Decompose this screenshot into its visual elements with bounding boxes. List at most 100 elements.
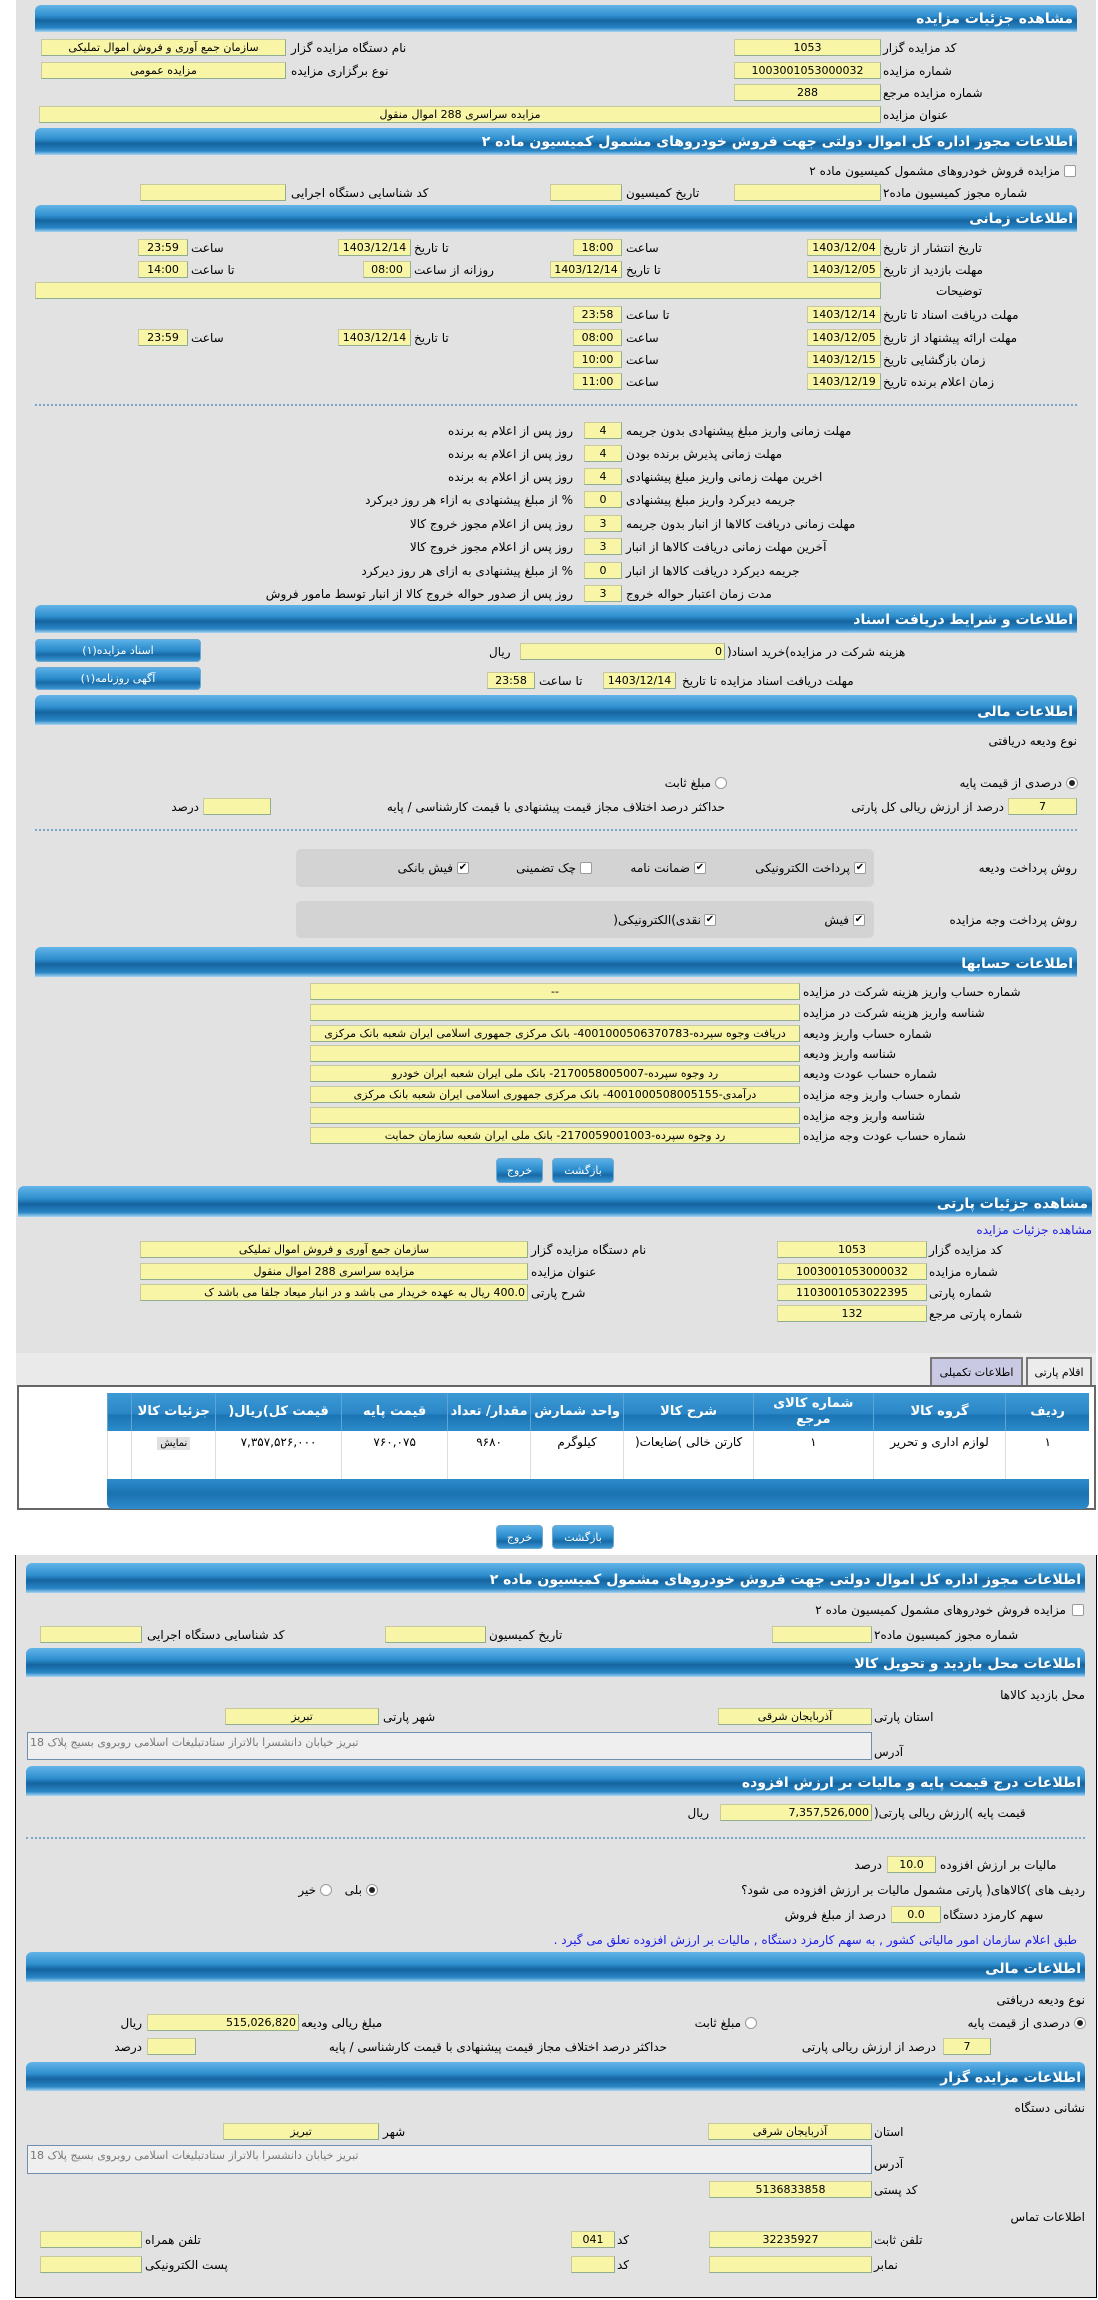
timing-publish-to-field[interactable]: 1403/12/14 xyxy=(338,239,411,256)
exec-code-field[interactable] xyxy=(40,1626,142,1643)
deadlines-2-value-field[interactable]: 4 xyxy=(584,468,622,485)
timing-docs-time-field[interactable]: 23:58 xyxy=(573,306,622,323)
permit-no-field[interactable] xyxy=(734,184,881,201)
back-button[interactable]: بازگشت xyxy=(552,1158,614,1183)
commission-date-field[interactable] xyxy=(550,184,622,201)
timing-offer-to-time-field[interactable]: 23:59 xyxy=(138,329,188,346)
visit-location-address-textarea[interactable]: تبریز خیابان دانشسرا بالاتراز ستادتبلیغا… xyxy=(27,1732,872,1760)
lot-lot-desc-field[interactable]: 400.0 ریال به عهده خریدار می باشد و در ا… xyxy=(140,1284,528,1301)
accounts-rows-5-value-field[interactable]: درآمدی-4001000508005155- بانک مرکزی جمهو… xyxy=(310,1086,800,1103)
deadlines-4-value-field[interactable]: 3 xyxy=(584,515,622,532)
documents-fee-field[interactable]: 0 xyxy=(520,643,725,660)
auction-details-code-field[interactable]: 1053 xyxy=(734,39,881,56)
fixed-amount-radio[interactable] xyxy=(745,2017,757,2029)
auction-details-number-field[interactable]: 1003001053000032 xyxy=(777,1263,927,1280)
pricing-vat-field[interactable]: 10.0 xyxy=(887,1856,936,1873)
auction-details-org-field[interactable]: سازمان جمع آوری و فروش اموال تملیکی xyxy=(41,39,286,56)
auction-details-type-field[interactable]: مزایده عمومی xyxy=(41,62,286,79)
tab-supplementary-info[interactable]: اطلاعات تکمیلی xyxy=(930,1357,1023,1385)
timing-docs-date-field[interactable]: 1403/12/14 xyxy=(807,306,881,323)
accounts-rows-7-value-field[interactable]: رد وجوه سپرده-2170059001003- بانک ملی ای… xyxy=(310,1127,800,1144)
mobile-field[interactable] xyxy=(40,2231,142,2248)
timing-offer-from-field[interactable]: 1403/12/05 xyxy=(807,329,881,346)
documents-deadline-time-field[interactable]: 23:58 xyxy=(487,672,535,689)
lot-lot-ref-field[interactable]: 132 xyxy=(777,1305,927,1322)
deadlines-0-value-field[interactable]: 4 xyxy=(584,422,622,439)
financial2-amount-field[interactable]: 515,026,820 xyxy=(147,2014,299,2031)
timing-visit-from-field[interactable]: 1403/12/05 xyxy=(807,261,881,278)
auction-documents-button[interactable]: اسناد مزایده(۱) xyxy=(35,639,201,662)
show-details-button[interactable]: نمایش xyxy=(157,1437,191,1450)
fixed-amount-radio[interactable] xyxy=(715,777,727,789)
deposit-method-checkbox[interactable] xyxy=(580,862,592,874)
newspaper-ad-button[interactable]: آگهی روزنامه(۱) xyxy=(35,667,201,690)
fax-field[interactable] xyxy=(709,2256,872,2273)
auctioneer-phone-code-field[interactable]: 041 xyxy=(571,2231,615,2248)
deposit-method-checkbox[interactable]: ✔ xyxy=(694,862,706,874)
financial-max-diff-value-field[interactable] xyxy=(203,798,271,815)
visit-location-province-field[interactable]: آذربایجان شرقی xyxy=(718,1708,872,1725)
auction-details-subject-field[interactable]: مزایده سراسری 288 اموال منقول xyxy=(39,106,881,123)
deadlines-5-value-field[interactable]: 3 xyxy=(584,538,622,555)
deadlines-7-value-field[interactable]: 3 xyxy=(584,585,622,602)
deadlines-6-value-field[interactable]: 0 xyxy=(584,562,622,579)
permit-no-field[interactable] xyxy=(772,1626,872,1643)
accounts-rows-3-value-field[interactable] xyxy=(310,1045,800,1062)
visit-location-city-field[interactable]: تبریز xyxy=(225,1708,379,1725)
exit-button[interactable]: خروج xyxy=(496,1158,543,1183)
accounts-rows-6-value-field[interactable] xyxy=(310,1107,800,1124)
max-diff-field[interactable] xyxy=(147,2038,196,2055)
accounts-rows-4-value-field[interactable]: رد وجوه سپرده-2170058005007- بانک ملی ای… xyxy=(310,1065,800,1082)
accounts-rows-2-value-field[interactable]: دریافت وجوه سپرده-4001000506370783- بانک… xyxy=(310,1025,800,1042)
timing-offer-to-field[interactable]: 1403/12/14 xyxy=(338,329,411,346)
commission-checkbox[interactable] xyxy=(1072,1604,1084,1616)
timing-opening-date-field[interactable]: 1403/12/15 xyxy=(807,351,881,368)
timing-winner-time-field[interactable]: 11:00 xyxy=(573,373,622,390)
commission-date-field[interactable] xyxy=(385,1626,486,1643)
documents-deadline-date-field[interactable]: 1403/12/14 xyxy=(603,672,676,689)
timing-winner-date-field[interactable]: 1403/12/19 xyxy=(807,373,881,390)
auctioneer-fax-code-field[interactable] xyxy=(571,2256,615,2273)
pricing-fee-field[interactable]: 0.0 xyxy=(891,1906,941,1923)
percent-radio[interactable] xyxy=(1066,777,1078,789)
timing-offer-time-field[interactable]: 08:00 xyxy=(573,329,622,346)
pricing-base-field[interactable]: 7,357,526,000 xyxy=(720,1804,872,1821)
timing-publish-time-field[interactable]: 18:00 xyxy=(573,239,622,256)
auction-details-org-field[interactable]: سازمان جمع آوری و فروش اموال تملیکی xyxy=(140,1241,528,1258)
timing-opening-time-field[interactable]: 10:00 xyxy=(573,351,622,368)
auction-details-number-field[interactable]: 1003001053000032 xyxy=(734,62,881,79)
exec-code-field[interactable] xyxy=(140,184,286,201)
timing-publish-to-time-field[interactable]: 23:59 xyxy=(138,239,188,256)
exit-button[interactable]: خروج xyxy=(496,1525,543,1549)
email-field[interactable] xyxy=(40,2256,142,2273)
auctioneer-address-textarea[interactable]: تبریز خیابان دانشسرا بالاتراز ستادتبلیغا… xyxy=(27,2145,872,2174)
payment-method-checkbox[interactable]: ✔ xyxy=(853,914,865,926)
financial-percent-value-field[interactable]: 7 xyxy=(1008,798,1077,815)
deadlines-3-value-field[interactable]: 0 xyxy=(584,491,622,508)
commission-checkbox[interactable] xyxy=(1064,165,1076,177)
deposit-method-checkbox[interactable]: ✔ xyxy=(457,862,469,874)
auctioneer-city-field[interactable]: تبریز xyxy=(223,2123,379,2140)
timing-visit-to-time-field[interactable]: 14:00 xyxy=(138,261,188,278)
notes-field[interactable] xyxy=(35,282,881,299)
timing-visit-daily-from-field[interactable]: 08:00 xyxy=(363,261,411,278)
auction-details-subject-field[interactable]: مزایده سراسری 288 اموال منقول xyxy=(140,1263,528,1280)
back-button[interactable]: بازگشت xyxy=(552,1525,614,1549)
lot-lot-no-field[interactable]: 1103001053022395 xyxy=(777,1284,927,1301)
tab-lot-items[interactable]: اقلام پارتی xyxy=(1026,1357,1092,1385)
accounts-rows-0-value-field[interactable]: -- xyxy=(310,983,800,1000)
deadlines-1-value-field[interactable]: 4 xyxy=(584,445,622,462)
payment-method-checkbox[interactable]: ✔ xyxy=(704,914,716,926)
auctioneer-phone-field[interactable]: 32235927 xyxy=(709,2231,872,2248)
vat-yes-radio[interactable] xyxy=(366,1884,378,1896)
lot-link[interactable]: مشاهده جزئیات مزایده xyxy=(976,1223,1092,1237)
auction-details-ref-field[interactable]: 288 xyxy=(734,84,881,101)
accounts-rows-1-value-field[interactable] xyxy=(310,1004,800,1021)
auctioneer-province-field[interactable]: آذربایجان شرقی xyxy=(708,2123,872,2140)
auction-details-code-field[interactable]: 1053 xyxy=(777,1241,927,1258)
timing-publish-from-field[interactable]: 1403/12/04 xyxy=(807,239,881,256)
auctioneer-postal-field[interactable]: 5136833858 xyxy=(709,2181,872,2198)
financial2-percent-value-field[interactable]: 7 xyxy=(943,2038,991,2055)
deposit-method-checkbox[interactable]: ✔ xyxy=(854,862,866,874)
timing-visit-to-field[interactable]: 1403/12/14 xyxy=(550,261,622,278)
